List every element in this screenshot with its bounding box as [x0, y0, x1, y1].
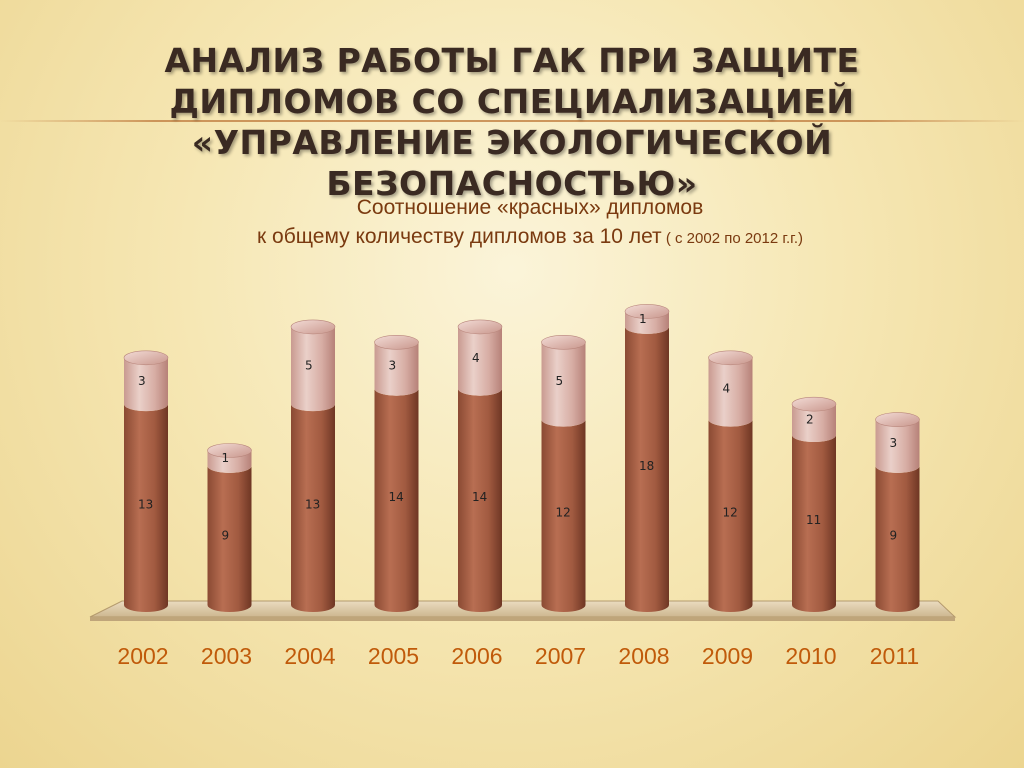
data-label-2007-upper: 5 [556, 374, 564, 388]
bar-segment-2011-upper [875, 419, 920, 473]
x-tick-label-2004: 2004 [284, 643, 335, 669]
x-tick-label-2007: 2007 [535, 643, 586, 669]
data-label-2011-lower: 9 [890, 528, 898, 542]
bar-top-cap-2010 [791, 396, 837, 412]
bar-segment-2004-lower [291, 404, 335, 612]
data-label-2004-lower: 13 [305, 498, 320, 512]
bar-segment-2006-upper [458, 326, 502, 396]
bar-segment-2004-upper [291, 326, 335, 412]
data-label-2009-upper: 4 [723, 382, 731, 396]
bar-segment-2010-upper [792, 404, 836, 443]
bar-top-cap-2004 [290, 319, 336, 335]
bar-2004 [290, 319, 336, 612]
bar-2002 [123, 350, 169, 612]
title-accent-line [0, 120, 1024, 122]
data-label-2011-upper: 3 [890, 436, 898, 450]
slide-title: АНАЛИЗ РАБОТЫ ГАК ПРИ ЗАЩИТЕ ДИПЛОМОВ СО… [164, 41, 860, 203]
x-tick-label-2003: 2003 [201, 643, 252, 669]
bar-2003 [207, 443, 252, 612]
bar-segment-2002-upper [124, 357, 168, 412]
bar-segment-2005-upper [374, 342, 419, 396]
bar-segment-2002-lower [124, 404, 168, 612]
data-label-2007-lower: 12 [556, 505, 571, 519]
data-label-2002-lower: 13 [138, 498, 153, 512]
x-tick-label-2010: 2010 [785, 643, 836, 669]
data-label-2008-upper: 1 [639, 312, 647, 326]
chart-subtitle: Соотношение «красных» дипломов к общему … [120, 193, 940, 253]
bar-segment-2005-lower [374, 388, 419, 612]
subtitle-line-2-period: ( с 2002 по 2012 г.г.) [661, 230, 803, 247]
bar-top-cap-2011 [875, 412, 920, 427]
data-label-2010-lower: 11 [806, 513, 821, 527]
x-tick-label-2006: 2006 [451, 643, 502, 669]
bar-segment-2003-lower [207, 465, 252, 612]
bar-2008 [624, 304, 670, 612]
subtitle-line-2-main: к общему количеству дипломов за 10 лет [257, 225, 662, 248]
bar-segment-2006-lower [458, 388, 502, 612]
bar-top-cap-2002 [123, 350, 169, 366]
data-label-2005-upper: 3 [389, 359, 397, 373]
bar-segment-2008-lower [625, 326, 669, 612]
data-label-2006-upper: 4 [472, 351, 480, 365]
data-label-2003-upper: 1 [222, 451, 230, 465]
bar-segment-2010-lower [792, 435, 836, 612]
x-tick-label-2005: 2005 [368, 643, 419, 669]
bar-2007 [541, 335, 586, 612]
subtitle-line-2: к общему количеству дипломов за 10 лет (… [120, 222, 940, 253]
data-label-2002-upper: 3 [138, 374, 146, 388]
data-label-2004-upper: 5 [305, 359, 313, 373]
bar-2011 [875, 412, 920, 612]
bar-top-cap-2003 [207, 443, 252, 458]
x-tick-label-2009: 2009 [702, 643, 753, 669]
x-tick-label-2011: 2011 [870, 643, 919, 669]
bar-segment-2011-lower [875, 465, 920, 612]
bar-segment-2008-upper [625, 311, 669, 334]
data-label-2009-lower: 12 [723, 505, 738, 519]
data-label-2003-lower: 9 [222, 528, 230, 542]
bar-segment-2003-upper [207, 450, 252, 473]
data-label-2006-lower: 14 [472, 490, 487, 504]
bar-2009 [708, 350, 753, 612]
data-label-2010-upper: 2 [806, 413, 814, 427]
bar-2006 [457, 319, 503, 612]
x-tick-label-2008: 2008 [618, 643, 669, 669]
bar-top-cap-2009 [708, 350, 753, 366]
data-label-2008-lower: 18 [639, 459, 654, 473]
bar-segment-2007-lower [541, 419, 586, 612]
subtitle-line-1: Соотношение «красных» дипломов [356, 196, 704, 219]
bar-segment-2009-upper [708, 357, 753, 427]
bar-top-cap-2006 [457, 319, 503, 335]
bar-top-cap-2007 [541, 335, 586, 350]
bar-2010 [791, 396, 837, 612]
x-tick-label-2002: 2002 [117, 643, 168, 669]
bar-segment-2009-lower [708, 419, 753, 612]
bar-top-cap-2008 [624, 304, 670, 319]
bar-top-cap-2005 [374, 335, 419, 350]
bar-2005 [374, 335, 419, 612]
data-label-2005-lower: 14 [389, 490, 404, 504]
bar-segment-2007-upper [541, 342, 586, 427]
chart-floor-edge [90, 617, 955, 621]
